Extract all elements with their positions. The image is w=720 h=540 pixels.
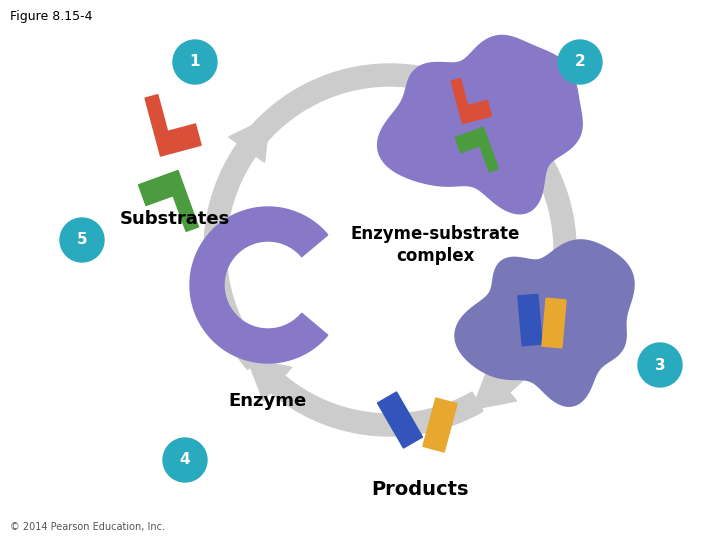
Polygon shape <box>495 131 576 393</box>
Polygon shape <box>455 240 634 406</box>
Polygon shape <box>238 64 510 156</box>
Polygon shape <box>271 376 483 436</box>
Polygon shape <box>451 79 492 124</box>
Text: Figure 8.15-4: Figure 8.15-4 <box>10 10 92 23</box>
Polygon shape <box>138 171 199 231</box>
Polygon shape <box>377 36 582 214</box>
Circle shape <box>638 343 682 387</box>
Text: 3: 3 <box>654 357 665 373</box>
Circle shape <box>163 438 207 482</box>
Polygon shape <box>518 294 542 346</box>
Text: 4: 4 <box>180 453 190 468</box>
Circle shape <box>173 40 217 84</box>
Text: Products: Products <box>372 480 469 499</box>
Text: © 2014 Pearson Education, Inc.: © 2014 Pearson Education, Inc. <box>10 522 165 532</box>
Polygon shape <box>542 298 566 348</box>
Text: 2: 2 <box>575 55 585 70</box>
Polygon shape <box>247 359 292 401</box>
Polygon shape <box>145 94 201 156</box>
Polygon shape <box>488 99 533 141</box>
Polygon shape <box>377 392 423 448</box>
Polygon shape <box>204 143 264 369</box>
Polygon shape <box>472 367 517 409</box>
Text: Substrates: Substrates <box>120 210 230 228</box>
Circle shape <box>558 40 602 84</box>
Circle shape <box>60 218 104 262</box>
Text: Enzyme-substrate
complex: Enzyme-substrate complex <box>351 225 520 265</box>
Polygon shape <box>190 207 328 363</box>
Text: Enzyme: Enzyme <box>229 392 307 410</box>
Polygon shape <box>423 398 457 452</box>
Text: 1: 1 <box>190 55 200 70</box>
Polygon shape <box>455 127 498 172</box>
Polygon shape <box>229 117 269 162</box>
Text: 5: 5 <box>77 233 87 247</box>
